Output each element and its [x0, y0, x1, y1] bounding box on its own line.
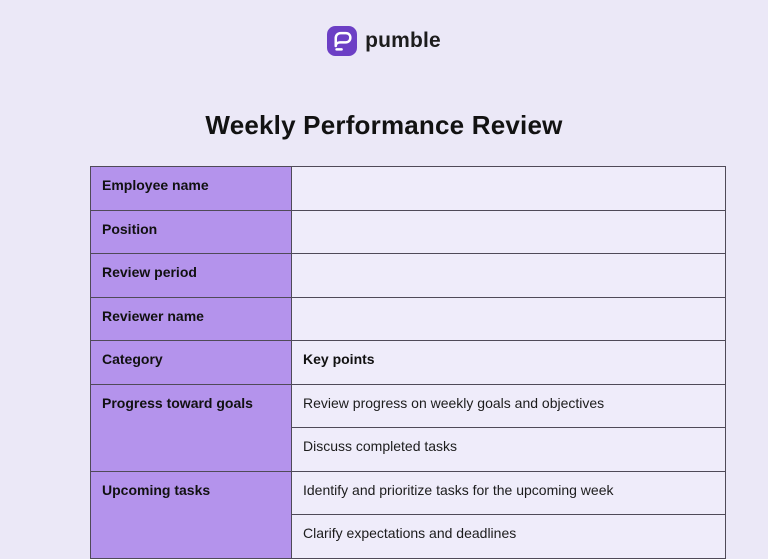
category-column-header: Category [90, 340, 292, 385]
position-label: Position [90, 209, 292, 254]
review-template-table-wrap: Employee name Position Review period Rev… [90, 166, 726, 559]
table-row: Upcoming tasks Identify and prioritize t… [90, 470, 726, 559]
page-title: Weekly Performance Review [205, 110, 563, 140]
review-period-label: Review period [90, 253, 292, 298]
reviewer-name-value[interactable] [291, 296, 726, 341]
weekly-performance-review-table: Employee name Position Review period Rev… [90, 166, 726, 559]
position-value[interactable] [291, 209, 726, 254]
upcoming-tasks-label: Upcoming tasks [90, 470, 292, 559]
table-row: Review period [90, 253, 726, 298]
table-row: Position [90, 209, 726, 254]
table-row: Employee name [90, 166, 726, 211]
progress-toward-goals-label: Progress toward goals [90, 383, 292, 472]
pumble-logo: pumble [0, 26, 768, 56]
key-point-cell: Discuss completed tasks [291, 427, 726, 472]
key-point-cell: Identify and prioritize tasks for the up… [291, 470, 726, 515]
table-row: Reviewer name [90, 296, 726, 341]
reviewer-name-label: Reviewer name [90, 296, 292, 341]
brand-name: pumble [365, 29, 441, 52]
table-row: Progress toward goals Review progress on… [90, 383, 726, 472]
employee-name-label: Employee name [90, 166, 292, 211]
table-header-row: Category Key points [90, 340, 726, 385]
key-point-cell: Review progress on weekly goals and obje… [291, 383, 726, 428]
pumble-chat-bubble-icon [327, 26, 358, 56]
table-row: Discuss completed tasks [91, 427, 726, 472]
review-period-value[interactable] [291, 253, 726, 298]
key-points-column-header: Key points [291, 340, 726, 385]
employee-name-value[interactable] [291, 166, 726, 211]
key-point-cell: Clarify expectations and deadlines [291, 514, 726, 559]
